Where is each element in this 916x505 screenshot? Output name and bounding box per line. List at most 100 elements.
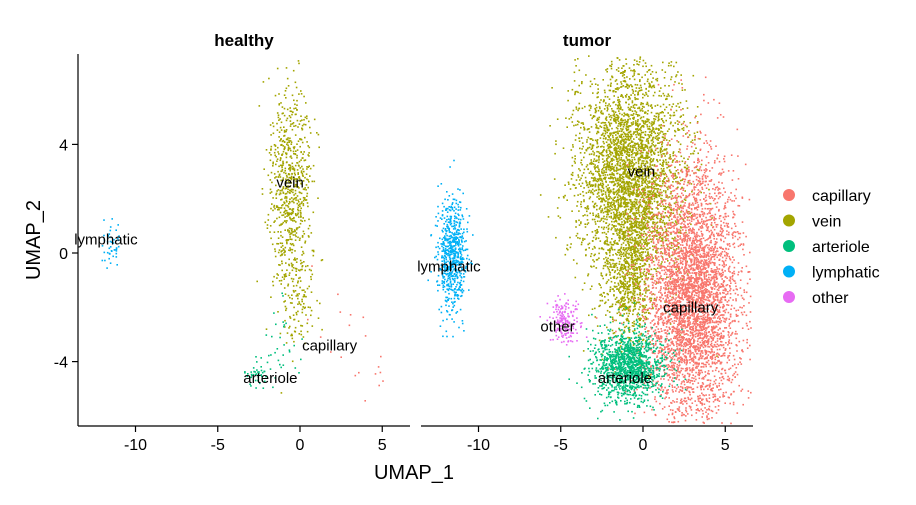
point: [610, 133, 612, 135]
point: [653, 200, 656, 203]
point: [587, 205, 589, 207]
point: [616, 285, 618, 288]
point: [640, 142, 642, 145]
point: [594, 178, 597, 180]
point: [651, 303, 654, 306]
point: [618, 299, 620, 302]
point: [583, 127, 586, 130]
point: [622, 186, 625, 189]
point: [629, 177, 632, 180]
point: [693, 132, 696, 135]
point: [642, 149, 645, 152]
point: [622, 179, 625, 181]
point: [607, 206, 609, 208]
point: [655, 183, 657, 185]
point: [605, 236, 608, 238]
point: [613, 264, 615, 267]
point: [596, 325, 599, 327]
point: [608, 271, 611, 273]
point: [674, 129, 676, 132]
point: [266, 224, 269, 226]
point: [297, 204, 300, 207]
point: [605, 125, 608, 127]
point: [612, 111, 615, 113]
point: [280, 279, 283, 282]
point: [630, 296, 633, 298]
point: [621, 181, 623, 184]
point: [302, 199, 305, 202]
point: [581, 288, 584, 291]
point: [577, 174, 579, 176]
point: [619, 106, 622, 108]
point: [632, 330, 634, 333]
point: [662, 162, 664, 164]
point: [626, 151, 629, 154]
point: [593, 78, 596, 80]
point: [655, 222, 658, 224]
point: [653, 188, 656, 190]
point: [608, 103, 610, 105]
point: [640, 155, 643, 158]
point: [625, 260, 628, 262]
point: [301, 338, 303, 340]
point: [658, 237, 661, 239]
point: [637, 147, 640, 150]
point: [577, 58, 579, 60]
point: [362, 316, 365, 319]
point: [621, 196, 624, 199]
point: [635, 186, 638, 189]
point: [288, 182, 291, 184]
point: [289, 249, 291, 252]
point: [645, 140, 648, 142]
point: [670, 61, 673, 63]
point: [298, 277, 300, 280]
point: [585, 180, 587, 182]
point: [638, 301, 641, 304]
point: [663, 77, 666, 79]
point: [634, 131, 637, 133]
point: [566, 324, 569, 326]
point: [612, 101, 614, 104]
point: [281, 262, 283, 265]
point: [648, 289, 650, 291]
point: [635, 147, 637, 149]
point: [299, 205, 301, 208]
point: [585, 254, 587, 256]
point: [277, 231, 279, 233]
point: [306, 330, 309, 333]
point: [106, 241, 109, 243]
point: [278, 119, 280, 121]
point: [639, 291, 641, 294]
point: [298, 372, 300, 374]
point: [287, 188, 289, 191]
point: [637, 221, 639, 223]
point: [634, 308, 637, 310]
point: [644, 149, 646, 151]
point: [581, 81, 583, 83]
point: [319, 336, 322, 338]
point: [645, 226, 647, 229]
point: [679, 164, 681, 166]
point: [623, 142, 626, 144]
point: [640, 196, 643, 199]
point: [628, 337, 631, 339]
point: [297, 236, 299, 239]
point: [301, 325, 304, 327]
point: [109, 240, 112, 243]
point: [638, 211, 640, 214]
point: [664, 155, 666, 157]
point: [294, 367, 297, 369]
point: [653, 215, 655, 218]
point: [283, 325, 285, 328]
point: [638, 73, 640, 76]
point: [592, 139, 594, 141]
point: [291, 294, 293, 296]
point: [657, 137, 659, 139]
point: [633, 305, 636, 308]
point: [284, 213, 287, 215]
point: [627, 248, 630, 250]
point: [380, 355, 382, 358]
point: [580, 203, 582, 206]
point: [614, 242, 616, 245]
point: [637, 162, 640, 165]
